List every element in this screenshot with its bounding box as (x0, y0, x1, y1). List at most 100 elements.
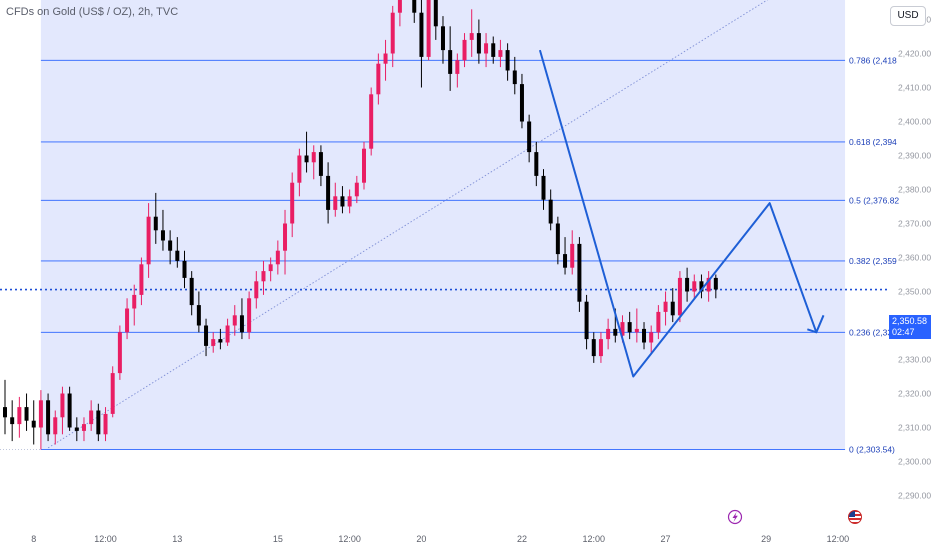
x-axis-tick-label: 12:00 (94, 534, 117, 544)
candle (692, 274, 697, 299)
candle-body (713, 277, 718, 290)
candle-body (125, 308, 130, 333)
x-axis-tick-label: 12:00 (338, 534, 361, 544)
candle (376, 53, 381, 105)
current-price-value: 2,350.58 (892, 316, 928, 326)
candle-body (426, 0, 431, 57)
candle-body (440, 26, 445, 51)
candle (412, 0, 417, 23)
candle (634, 308, 639, 343)
candle (426, 0, 431, 61)
candle-body (60, 393, 65, 418)
candle (74, 417, 79, 442)
candle (146, 203, 151, 278)
candle (577, 237, 582, 312)
candle-body (204, 325, 209, 346)
candle (390, 5, 395, 68)
candle-body (462, 39, 467, 61)
candle-body (139, 264, 144, 295)
us-flag-event-icon[interactable] (848, 510, 862, 524)
candle-body (89, 410, 94, 425)
candle (462, 33, 467, 68)
x-axis-tick-label: 8 (31, 534, 36, 544)
candle (362, 141, 366, 190)
candle (182, 250, 187, 289)
candle-body (333, 196, 338, 210)
candle (347, 189, 352, 214)
y-axis-tick-label: 2,420.00 (898, 49, 931, 59)
candle (60, 386, 65, 435)
candle-body (656, 311, 661, 333)
candle-body (598, 339, 603, 357)
candle (125, 298, 130, 340)
candle-body (110, 373, 115, 414)
candle-body (383, 53, 388, 64)
candle-body (182, 260, 187, 278)
candle (24, 393, 29, 431)
candle (283, 209, 288, 275)
candle (10, 400, 15, 442)
candle (297, 148, 302, 197)
trendline-layer[interactable] (0, 0, 888, 449)
candle-body (455, 60, 460, 74)
candle (383, 39, 388, 81)
diagonal-trendline[interactable] (47, 0, 845, 449)
candle (670, 288, 675, 323)
candle-body (146, 216, 151, 265)
candle (354, 175, 359, 204)
candle-body (304, 155, 309, 163)
x-axis-tick-label: 22 (517, 534, 527, 544)
candle-body (512, 70, 517, 85)
lightning-event-icon[interactable] (727, 509, 743, 525)
candle-body (548, 199, 553, 224)
candle (46, 393, 51, 442)
candle-body (369, 94, 374, 149)
candle (326, 162, 331, 224)
candle-body (577, 243, 582, 302)
candle-body (81, 424, 86, 431)
candle (110, 366, 115, 418)
candle-body (225, 325, 230, 343)
candle-body (491, 43, 496, 57)
candle-body (677, 277, 682, 316)
candle (196, 291, 201, 333)
candle (17, 396, 22, 438)
candle (211, 332, 216, 353)
candle (239, 298, 244, 340)
candle-body (189, 277, 194, 306)
fib-level-label: 0.786 (2,418 (849, 55, 897, 65)
candle-body (642, 328, 647, 343)
candle-body (433, 0, 438, 27)
candle (677, 271, 682, 323)
y-axis-tick-label: 2,350.00 (898, 287, 931, 297)
x-axis-tick-label: 13 (172, 534, 182, 544)
candle-body (570, 243, 575, 268)
candle (218, 328, 223, 350)
candle-body (627, 322, 632, 333)
x-axis-tick-label: 12:00 (582, 534, 605, 544)
candle-body (211, 339, 216, 346)
candle-body (175, 250, 180, 261)
candle (419, 0, 424, 88)
y-axis-tick-label: 2,310.00 (898, 423, 931, 433)
candle-body (591, 339, 596, 357)
candle (476, 19, 481, 64)
candle-body (376, 63, 381, 95)
candle (699, 274, 704, 299)
candle (53, 410, 58, 445)
candle-body (484, 43, 489, 54)
candle (512, 56, 517, 95)
candle (304, 131, 309, 173)
candle-body (649, 332, 654, 343)
currency-button[interactable]: USD (890, 6, 926, 26)
candle-body (706, 277, 711, 292)
candle-body (670, 301, 675, 316)
candle (38, 390, 43, 450)
projection-path-layer[interactable] (538, 49, 825, 378)
projection-zigzag[interactable] (538, 49, 818, 378)
candle (397, 0, 402, 27)
candle-body (283, 223, 288, 251)
candle-body (261, 271, 266, 282)
